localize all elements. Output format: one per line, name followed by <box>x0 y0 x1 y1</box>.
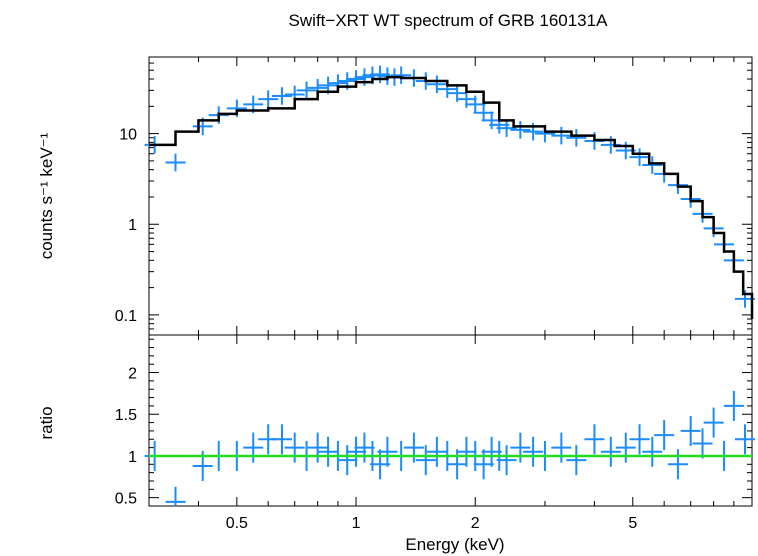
bottom-plot-frame <box>148 334 753 507</box>
x-tick-label-2: 2 <box>471 515 480 532</box>
top-data-series <box>144 65 756 308</box>
x-tick-label-0.5: 0.5 <box>226 515 248 532</box>
top-y-axis-title: counts s⁻¹ keV⁻¹ <box>37 132 56 259</box>
top-model-series <box>149 75 754 320</box>
bottom-y-ticks: 0.5 1 1.5 2 <box>115 338 752 508</box>
top-y-tick-label-10: 10 <box>119 127 137 144</box>
x-tick-label-1: 1 <box>352 515 361 532</box>
top-y-tick-label-1: 1 <box>128 217 137 234</box>
bottom-data-series <box>144 390 756 506</box>
bottom-y-tick-label-1.5: 1.5 <box>115 407 137 424</box>
top-y-tick-label-0.1: 0.1 <box>115 308 137 325</box>
x-tick-label-5: 5 <box>628 515 637 532</box>
top-y-ticks: 0.1 1 10 <box>115 62 752 330</box>
bottom-y-axis-title: ratio <box>37 406 56 439</box>
bottom-y-tick-label-2: 2 <box>128 366 137 383</box>
bottom-y-tick-label-0.5: 0.5 <box>115 491 137 508</box>
top-plot-frame <box>148 56 753 336</box>
top-model-line <box>149 75 754 320</box>
bottom-y-tick-label-1: 1 <box>128 449 137 466</box>
x-axis-title: Energy (keV) <box>405 535 504 554</box>
x-ticks: 0.5 1 2 5 <box>148 57 735 532</box>
chart-title: Swift−XRT WT spectrum of GRB 160131A <box>289 11 609 30</box>
